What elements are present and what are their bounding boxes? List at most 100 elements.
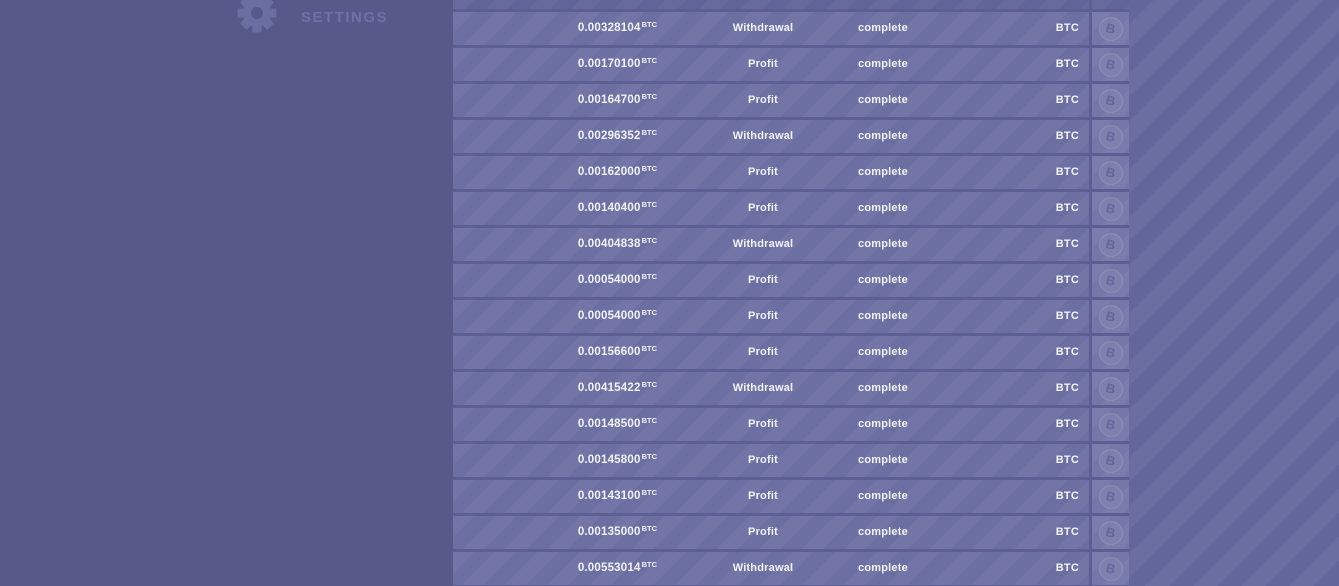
status-cell: complete [858,454,908,466]
type-cell: Withdrawal [732,130,794,142]
btc-glyph: B [1104,308,1117,325]
btc-icon-cell: B [1092,444,1129,477]
table-row-partial [453,0,1129,9]
gear-icon [234,0,280,36]
amount-cell: 0.00164700 BTC [453,84,657,117]
btc-icon: B [1098,484,1123,509]
currency-cell: BTC [1055,490,1079,502]
status-cell: complete [858,382,908,394]
amount-unit: BTC [641,19,657,29]
table-row[interactable]: 0.00164700 BTC Profit complete BTC B [453,84,1129,117]
type-cell: Profit [748,58,778,70]
amount-value: 0.00140400 [577,202,641,214]
amount-unit: BTC [641,451,657,461]
status-cell: complete [858,22,908,34]
type-cell: Profit [748,274,778,286]
btc-icon-cell: B [1092,300,1129,333]
table-row[interactable]: 0.00415422 BTC Withdrawal complete BTC B [453,372,1129,405]
currency-cell: BTC [1055,346,1079,358]
type-cell: Profit [748,346,778,358]
amount-cell: 0.00054000 BTC [453,264,657,297]
btc-icon-cell: B [1092,192,1129,225]
table-row[interactable]: 0.00143100 BTC Profit complete BTC B [453,480,1129,513]
btc-icon-cell: B [1092,84,1129,117]
table-row[interactable]: 0.00054000 BTC Profit complete BTC B [453,264,1129,297]
row-main: 0.00054000 BTC Profit complete BTC [453,264,1089,297]
amount-value: 0.00415422 [577,382,641,394]
type-cell: Profit [748,418,778,430]
table-row[interactable]: 0.00328104 BTC Withdrawal complete BTC B [453,12,1129,45]
btc-glyph: B [1104,92,1117,109]
row-main: 0.00143100 BTC Profit complete BTC [453,480,1089,513]
btc-icon: B [1098,232,1123,257]
table-row[interactable]: 0.00156600 BTC Profit complete BTC B [453,336,1129,369]
currency-cell: BTC [1055,22,1079,34]
row-main: 0.00135000 BTC Profit complete BTC [453,516,1089,549]
row-icon-cell [1092,0,1129,9]
table-row[interactable]: 0.00404838 BTC Withdrawal complete BTC B [453,228,1129,261]
sidebar: SETTINGS [0,0,453,586]
status-cell: complete [858,130,908,142]
currency-cell: BTC [1055,130,1079,142]
type-cell: Withdrawal [732,22,794,34]
amount-value: 0.00054000 [577,310,641,322]
amount-value: 0.00148500 [577,418,641,430]
btc-glyph: B [1104,164,1117,181]
btc-icon: B [1098,412,1123,437]
type-cell: Withdrawal [732,382,794,394]
btc-icon: B [1098,304,1123,329]
table-row[interactable]: 0.00148500 BTC Profit complete BTC B [453,408,1129,441]
table-row[interactable]: 0.00135000 BTC Profit complete BTC B [453,516,1129,549]
btc-icon-cell: B [1092,480,1129,513]
type-cell: Withdrawal [732,238,794,250]
amount-value: 0.00328104 [577,22,641,34]
row-main: 0.00296352 BTC Withdrawal complete BTC [453,120,1089,153]
btc-icon: B [1098,16,1123,41]
amount-unit: BTC [641,55,657,65]
amount-value: 0.00162000 [577,166,641,178]
table-row[interactable]: 0.00054000 BTC Profit complete BTC B [453,300,1129,333]
btc-glyph: B [1104,560,1117,577]
btc-glyph: B [1104,272,1117,289]
amount-unit: BTC [641,487,657,497]
table-row[interactable]: 0.00145800 BTC Profit complete BTC B [453,444,1129,477]
btc-glyph: B [1104,488,1117,505]
status-cell: complete [858,166,908,178]
btc-icon-cell: B [1092,228,1129,261]
btc-icon: B [1098,124,1123,149]
amount-value: 0.00553014 [577,562,641,574]
row-main: 0.00170100 BTC Profit complete BTC [453,48,1089,81]
transactions-table: 0.00328104 BTC Withdrawal complete BTC B … [453,0,1129,586]
table-rows: 0.00328104 BTC Withdrawal complete BTC B … [453,12,1129,585]
btc-icon: B [1098,160,1123,185]
table-row[interactable]: 0.00553014 BTC Withdrawal complete BTC B [453,552,1129,585]
status-cell: complete [858,562,908,574]
row-main: 0.00415422 BTC Withdrawal complete BTC [453,372,1089,405]
amount-cell: 0.00054000 BTC [453,300,657,333]
type-cell: Profit [748,94,778,106]
btc-icon-cell: B [1092,48,1129,81]
amount-cell: 0.00162000 BTC [453,156,657,189]
amount-unit: BTC [641,127,657,137]
currency-cell: BTC [1055,94,1079,106]
row-main: 0.00148500 BTC Profit complete BTC [453,408,1089,441]
currency-cell: BTC [1055,274,1079,286]
row-main: 0.00328104 BTC Withdrawal complete BTC [453,12,1089,45]
table-row[interactable]: 0.00162000 BTC Profit complete BTC B [453,156,1129,189]
table-row[interactable]: 0.00140400 BTC Profit complete BTC B [453,192,1129,225]
settings-label: SETTINGS [301,9,389,26]
status-cell: complete [858,490,908,502]
row-main: 0.00404838 BTC Withdrawal complete BTC [453,228,1089,261]
btc-glyph: B [1104,524,1117,541]
table-row[interactable]: 0.00170100 BTC Profit complete BTC B [453,48,1129,81]
table-row[interactable]: 0.00296352 BTC Withdrawal complete BTC B [453,120,1129,153]
btc-glyph: B [1104,128,1117,145]
row-main: 0.00164700 BTC Profit complete BTC [453,84,1089,117]
amount-value: 0.00404838 [577,238,641,250]
status-cell: complete [858,274,908,286]
status-cell: complete [858,58,908,70]
currency-cell: BTC [1055,238,1079,250]
amount-value: 0.00054000 [577,274,641,286]
type-cell: Profit [748,490,778,502]
